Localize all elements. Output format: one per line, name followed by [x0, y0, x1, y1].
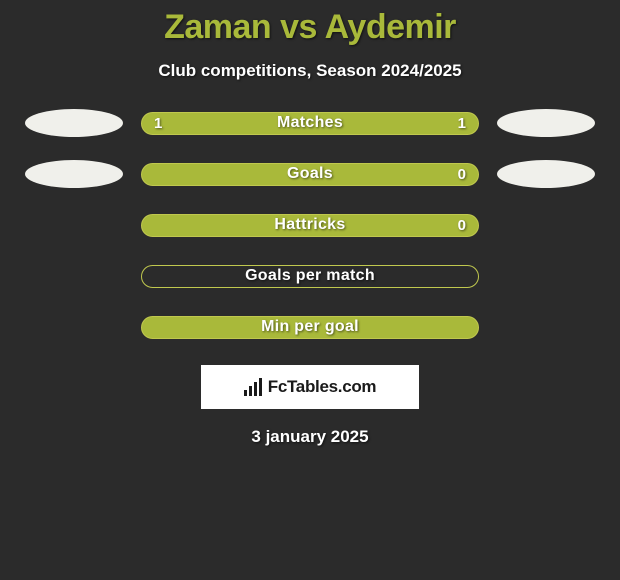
brand-badge: FcTables.com [201, 365, 419, 409]
stat-right-value: 0 [458, 217, 466, 234]
left-ellipse [25, 160, 123, 188]
stat-label: Goals per match [245, 267, 375, 285]
right-ellipse [497, 109, 595, 137]
left-ellipse [25, 109, 123, 137]
subtitle: Club competitions, Season 2024/2025 [0, 61, 620, 81]
stat-row: Goals per match [0, 262, 620, 290]
stat-label: Hattricks [274, 216, 345, 234]
page-title: Zaman vs Aydemir [0, 8, 620, 47]
stat-bar: Min per goal [141, 316, 479, 339]
right-ellipse [497, 160, 595, 188]
stat-right-value: 0 [458, 166, 466, 183]
stat-rows: 1 Matches 1 Goals 0 Hattricks 0 Goals per match… [0, 109, 620, 341]
stat-row: Hattricks 0 [0, 211, 620, 239]
stat-bar: Hattricks 0 [141, 214, 479, 237]
bars-icon [244, 378, 262, 396]
stat-label: Goals [287, 165, 333, 183]
stat-right-value: 1 [458, 115, 466, 132]
stat-left-value: 1 [154, 115, 162, 132]
stat-row: Goals 0 [0, 160, 620, 188]
stat-label: Min per goal [261, 318, 359, 336]
date-label: 3 january 2025 [0, 427, 620, 447]
stat-bar: Goals 0 [141, 163, 479, 186]
stat-row: 1 Matches 1 [0, 109, 620, 137]
stat-bar: Goals per match [141, 265, 479, 288]
brand-text: FcTables.com [268, 377, 377, 397]
stat-row: Min per goal [0, 313, 620, 341]
comparison-card: Zaman vs Aydemir Club competitions, Seas… [0, 0, 620, 447]
stat-label: Matches [277, 114, 343, 132]
stat-bar: 1 Matches 1 [141, 112, 479, 135]
